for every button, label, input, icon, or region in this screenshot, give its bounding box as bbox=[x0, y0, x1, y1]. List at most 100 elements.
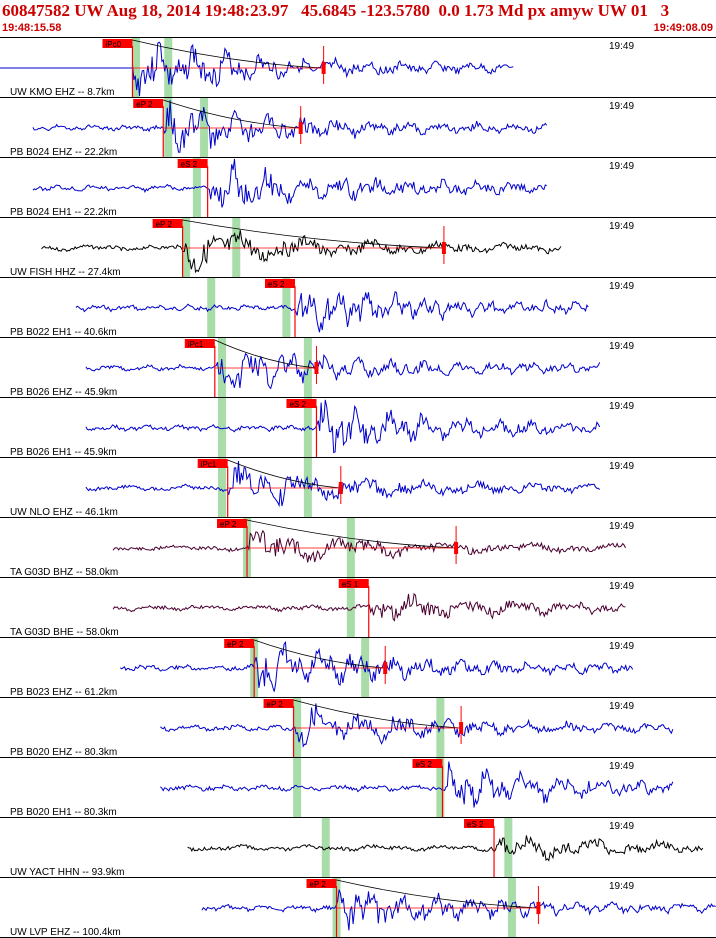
time-tick-label: 19:49 bbox=[609, 341, 634, 352]
coda-curve bbox=[227, 459, 341, 489]
time-tick-label: 19:49 bbox=[609, 821, 634, 832]
trace-panel: iPc0 19:49 UW KMO EHZ -- 8.7km bbox=[0, 38, 716, 98]
pick-tag bbox=[286, 399, 317, 408]
pick-tag bbox=[133, 99, 164, 108]
trace-panel: eS 2 19:49 PB B024 EH1 -- 22.2km bbox=[0, 158, 716, 218]
pick-window bbox=[132, 38, 141, 97]
waveform bbox=[120, 640, 634, 692]
pick-tag bbox=[306, 879, 337, 888]
pick-tag bbox=[264, 279, 295, 288]
coda-curve bbox=[293, 699, 462, 729]
station-label: UW KMO EHZ -- 8.7km bbox=[10, 87, 114, 98]
station-label: PB B020 EHZ -- 80.3km bbox=[10, 747, 117, 758]
pick-window bbox=[436, 758, 445, 817]
pick-tag bbox=[412, 759, 443, 768]
pick-window bbox=[504, 818, 513, 877]
trace-panel: eS 2 19:49 UW YACT HHN -- 93.9km bbox=[0, 818, 716, 878]
station-label: PB B024 EH1 -- 22.2km bbox=[10, 207, 117, 218]
station-label: PB B024 EHZ -- 22.2km bbox=[10, 147, 117, 158]
pick-tag bbox=[224, 639, 255, 648]
station-label: PB B022 EH1 -- 40.6km bbox=[10, 327, 117, 338]
waveform bbox=[32, 100, 548, 153]
station-label: PB B026 EH1 -- 45.9km bbox=[10, 447, 117, 458]
pick-tag bbox=[338, 579, 369, 588]
trace-panel: eP 2 19:49 PB B024 EHZ -- 22.2km bbox=[0, 98, 716, 158]
waveform bbox=[112, 529, 626, 563]
pick-label: eS 2 bbox=[268, 280, 285, 289]
pick-window bbox=[164, 38, 173, 97]
station-label: UW FISH HHZ -- 27.4km bbox=[10, 267, 121, 278]
pick-window bbox=[361, 638, 370, 697]
pick-tag bbox=[263, 699, 294, 708]
coda-curve bbox=[214, 339, 317, 369]
station-label: PB B026 EHZ -- 45.9km bbox=[10, 387, 117, 398]
pick-label: iPc1 bbox=[201, 460, 217, 469]
trace-panel: iPc1 19:49 PB B026 EHZ -- 45.9km bbox=[0, 338, 716, 398]
trace-panel: eP 2 19:49 TA G03D BHZ -- 58.0km bbox=[0, 518, 716, 578]
coda-curve bbox=[182, 219, 444, 249]
pick-label: eS 2 bbox=[289, 400, 306, 409]
pick-label: eP 2 bbox=[227, 640, 244, 649]
pick-tag bbox=[102, 39, 133, 48]
pick-label: eP 2 bbox=[220, 520, 237, 529]
waveform bbox=[75, 291, 589, 333]
pick-window bbox=[346, 518, 355, 577]
trace-panel: eP 2 19:49 UW FISH HHZ -- 27.4km bbox=[0, 218, 716, 278]
pick-tag bbox=[152, 219, 183, 228]
trace-panel: eS 2 19:49 PB B026 EH1 -- 45.9km bbox=[0, 398, 716, 458]
pick-window bbox=[217, 398, 226, 457]
time-tick-label: 19:49 bbox=[609, 161, 634, 172]
station-label: PB B020 EH1 -- 80.3km bbox=[10, 807, 117, 818]
time-tick-label: 19:49 bbox=[609, 281, 634, 292]
station-label: UW LVP EHZ -- 100.4km bbox=[10, 927, 121, 938]
event-header: 60847582 UW Aug 18, 2014 19:48:23.97 45.… bbox=[0, 0, 716, 38]
time-tick-label: 19:49 bbox=[609, 701, 634, 712]
pick-window bbox=[217, 338, 226, 397]
window-start-time: 19:48:15.58 bbox=[2, 22, 62, 34]
trace-panel: iPc1 19:49 UW NLO EHZ -- 46.1km bbox=[0, 458, 716, 518]
pick-tag bbox=[177, 159, 208, 168]
coda-curve bbox=[132, 39, 324, 69]
trace-panel: eP 2 19:49 PB B023 EHZ -- 61.2km bbox=[0, 638, 716, 698]
coda-curve bbox=[336, 879, 539, 909]
pick-label: iPc0 bbox=[105, 40, 121, 49]
waveform bbox=[201, 889, 716, 931]
time-tick-label: 19:49 bbox=[609, 41, 634, 52]
pick-window bbox=[346, 578, 355, 637]
pick-window bbox=[232, 218, 241, 277]
pick-window bbox=[321, 818, 330, 877]
time-tick-label: 19:49 bbox=[609, 521, 634, 532]
pick-tag bbox=[464, 819, 495, 828]
pick-window bbox=[182, 218, 191, 277]
window-end-time: 19:49:08.09 bbox=[653, 22, 713, 34]
seismogram-panel: iPc0 19:49 UW KMO EHZ -- 8.7km eP 2 19:49 PB … bbox=[0, 38, 716, 938]
pick-label: eS 2 bbox=[467, 820, 484, 829]
waveform bbox=[32, 158, 547, 208]
waveform bbox=[85, 399, 601, 454]
pick-tag bbox=[217, 519, 248, 528]
waveform bbox=[187, 835, 704, 862]
pick-label: eP 2 bbox=[136, 100, 153, 109]
trace-panel: eS 2 19:49 PB B020 EH1 -- 80.3km bbox=[0, 758, 716, 818]
pick-window bbox=[200, 98, 209, 157]
event-title: 60847582 UW Aug 18, 2014 19:48:23.97 45.… bbox=[2, 1, 670, 20]
time-tick-label: 19:49 bbox=[609, 581, 634, 592]
trace-panel: eP 2 19:49 UW LVP EHZ -- 100.4km bbox=[0, 878, 716, 938]
coda-curve bbox=[246, 519, 457, 549]
waveform bbox=[160, 703, 674, 748]
pick-window bbox=[207, 278, 216, 337]
station-label: TA G03D BHE -- 58.0km bbox=[10, 627, 119, 638]
pick-label: eP 2 bbox=[310, 880, 327, 889]
pick-label: iPc1 bbox=[188, 340, 204, 349]
pick-window bbox=[507, 878, 516, 937]
station-label: UW YACT HHN -- 93.9km bbox=[10, 867, 124, 878]
station-label: TA G03D BHZ -- 58.0km bbox=[10, 567, 118, 578]
pick-window bbox=[164, 98, 173, 157]
time-tick-label: 19:49 bbox=[609, 641, 634, 652]
time-tick-label: 19:49 bbox=[609, 101, 634, 112]
station-label: PB B023 EHZ -- 61.2km bbox=[10, 687, 117, 698]
pick-window bbox=[282, 278, 291, 337]
time-tick-label: 19:49 bbox=[609, 401, 634, 412]
time-tick-label: 19:49 bbox=[609, 761, 634, 772]
pick-window bbox=[293, 698, 302, 757]
